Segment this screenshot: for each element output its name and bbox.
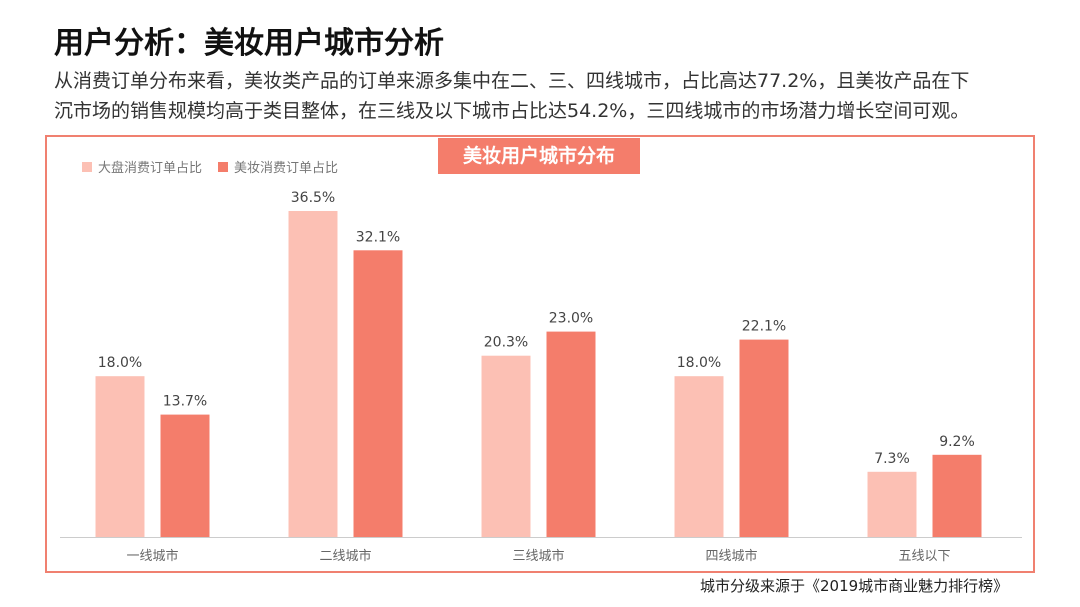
x-tick-label-1: 二线城市 — [319, 548, 371, 564]
bar-overall-3 — [674, 376, 724, 537]
data-label-beauty-0: 13.7% — [163, 394, 207, 410]
data-label-beauty-4: 9.2% — [939, 434, 975, 450]
bar-beauty-0 — [160, 414, 210, 537]
legend-label-beauty: 美妆消费订单占比 — [234, 161, 339, 176]
x-tick-label-4: 五线以下 — [898, 549, 950, 564]
chart-banner: 美妆用户城市分布 — [438, 138, 640, 174]
bar-beauty-4 — [932, 454, 982, 537]
legend-item-beauty: 美妆消费订单占比 — [218, 157, 338, 176]
legend-label-overall: 大盘消费订单占比 — [98, 161, 203, 176]
legend-swatch-overall — [82, 161, 92, 172]
description-line-1: 从消费订单分布来看，美妆类产品的订单来源多集中在二、三、四线城市，占比高达77.… — [54, 70, 970, 92]
page-title: 用户分析：美妆用户城市分析 — [54, 26, 444, 61]
bar-beauty-1 — [353, 250, 403, 538]
source-note: 城市分级来源于《2019城市商业魅力排行榜》 — [700, 577, 1009, 595]
data-label-beauty-1: 32.1% — [356, 229, 400, 245]
data-label-overall-4: 7.3% — [874, 451, 910, 467]
x-tick-label-3: 四线城市 — [705, 548, 757, 564]
data-label-beauty-3: 22.1% — [742, 319, 786, 335]
x-tick-label-2: 三线城市 — [512, 548, 564, 564]
chart-legend: 大盘消费订单占比 美妆消费订单占比 — [82, 157, 338, 176]
chart-frame — [45, 135, 1035, 573]
bar-overall-1 — [288, 211, 338, 537]
legend-swatch-beauty — [218, 161, 229, 172]
bar-beauty-2 — [546, 331, 596, 537]
bar-overall-0 — [95, 376, 145, 537]
data-label-overall-3: 18.0% — [677, 355, 721, 371]
bar-overall-4 — [867, 471, 917, 537]
bar-overall-2 — [481, 355, 531, 537]
legend-item-overall: 大盘消费订单占比 — [82, 157, 202, 176]
data-label-overall-2: 20.3% — [484, 335, 528, 351]
bar-beauty-3 — [739, 339, 789, 537]
x-tick-label-0: 一线城市 — [126, 548, 178, 564]
description: 从消费订单分布来看，美妆类产品的订单来源多集中在二、三、四线城市，占比高达77.… — [54, 66, 1044, 126]
data-label-overall-1: 36.5% — [291, 190, 335, 206]
data-label-overall-0: 18.0% — [98, 355, 142, 371]
data-label-beauty-2: 23.0% — [549, 311, 593, 327]
description-line-2: 沉市场的销售规模均高于类目整体，在三线及以下城市占比达54.2%，三四线城市的市… — [54, 100, 970, 122]
